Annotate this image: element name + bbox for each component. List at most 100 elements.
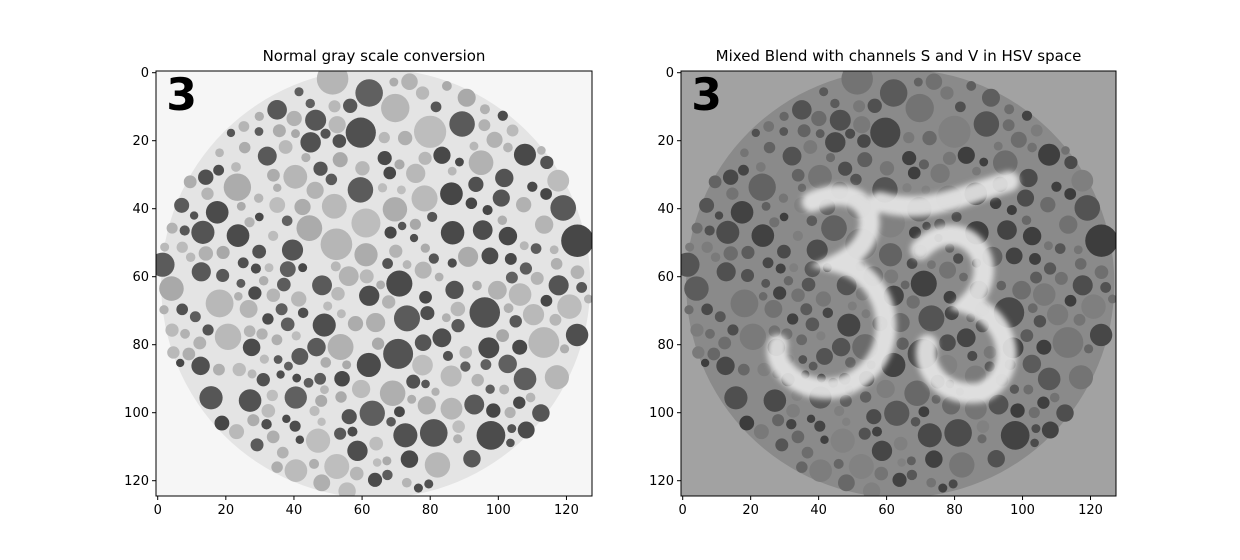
dot: [355, 161, 370, 176]
dot: [450, 301, 466, 317]
dot: [830, 98, 840, 109]
dot: [972, 166, 981, 176]
dot: [862, 482, 881, 496]
dot: [191, 262, 211, 282]
dot: [906, 258, 918, 269]
dot: [216, 268, 230, 282]
dot: [342, 360, 352, 370]
dot: [428, 253, 439, 264]
dot: [414, 261, 432, 279]
dot: [549, 313, 562, 326]
dot: [180, 328, 190, 339]
dot: [956, 328, 976, 348]
hidden-symbol: [766, 171, 1020, 404]
dot: [376, 280, 386, 290]
dot: [414, 334, 432, 352]
dot: [472, 280, 482, 291]
dot: [977, 434, 987, 444]
dot: [853, 100, 866, 113]
dot: [837, 313, 861, 337]
dot: [848, 454, 874, 479]
dot: [377, 150, 392, 166]
dot: [845, 128, 856, 139]
dot: [351, 379, 371, 399]
dot: [258, 276, 269, 286]
dot: [850, 173, 862, 186]
dot: [476, 421, 506, 450]
dot: [1010, 131, 1027, 148]
dot: [205, 200, 229, 224]
dot: [716, 356, 735, 376]
dot: [286, 110, 302, 127]
dot: [313, 161, 328, 176]
dot: [821, 215, 847, 241]
dot: [685, 242, 695, 252]
dot: [945, 243, 955, 253]
dot: [1030, 438, 1039, 448]
dot: [1089, 323, 1113, 347]
dot: [447, 166, 457, 176]
dot: [417, 396, 436, 415]
dot: [910, 416, 921, 427]
dot: [1072, 275, 1093, 296]
dot: [384, 226, 397, 239]
dot: [1016, 189, 1035, 207]
dot: [906, 456, 916, 466]
dot: [232, 362, 246, 377]
dot: [997, 220, 1017, 240]
dot: [786, 313, 799, 325]
dot: [872, 426, 883, 437]
dot: [1037, 396, 1050, 409]
dot: [278, 140, 293, 154]
dot: [415, 86, 430, 100]
dot: [294, 198, 311, 216]
y-tick-label: 40: [657, 202, 674, 217]
dot: [1081, 294, 1106, 319]
dot: [271, 334, 283, 346]
dot: [791, 168, 805, 182]
dot: [926, 477, 937, 488]
dot: [550, 258, 563, 270]
dot: [335, 391, 347, 403]
dot: [430, 101, 442, 113]
dot: [561, 224, 592, 257]
dot: [902, 151, 917, 166]
dot: [468, 176, 484, 192]
dot: [710, 252, 721, 262]
dot: [1006, 204, 1017, 216]
dot: [332, 134, 347, 148]
dot: [918, 406, 930, 418]
dot: [303, 377, 314, 388]
dot: [878, 243, 903, 267]
dot: [740, 268, 755, 282]
dot: [332, 152, 348, 168]
dot: [507, 424, 517, 434]
dot: [401, 73, 418, 90]
dot: [893, 436, 908, 451]
dot: [503, 303, 514, 314]
dot: [419, 419, 448, 447]
dot: [156, 252, 175, 277]
x-tick-label: 20: [218, 503, 235, 518]
dot: [276, 370, 285, 379]
dot: [259, 354, 269, 364]
image: 3: [156, 71, 592, 496]
dot: [205, 289, 234, 318]
dot: [312, 275, 332, 296]
dot: [401, 477, 412, 488]
dot: [762, 257, 774, 269]
dot: [1029, 253, 1041, 265]
x-tick-label: 0: [154, 503, 162, 518]
y-tick-label: 100: [649, 406, 674, 421]
dot: [328, 116, 346, 134]
dot: [530, 243, 542, 254]
dot: [690, 323, 704, 337]
dot: [505, 271, 518, 284]
dot: [576, 282, 588, 293]
dot: [951, 211, 962, 222]
x-tick-label: 80: [422, 503, 439, 518]
dot: [841, 71, 873, 95]
dot: [441, 81, 452, 91]
dot: [179, 225, 190, 236]
dot: [383, 338, 414, 369]
